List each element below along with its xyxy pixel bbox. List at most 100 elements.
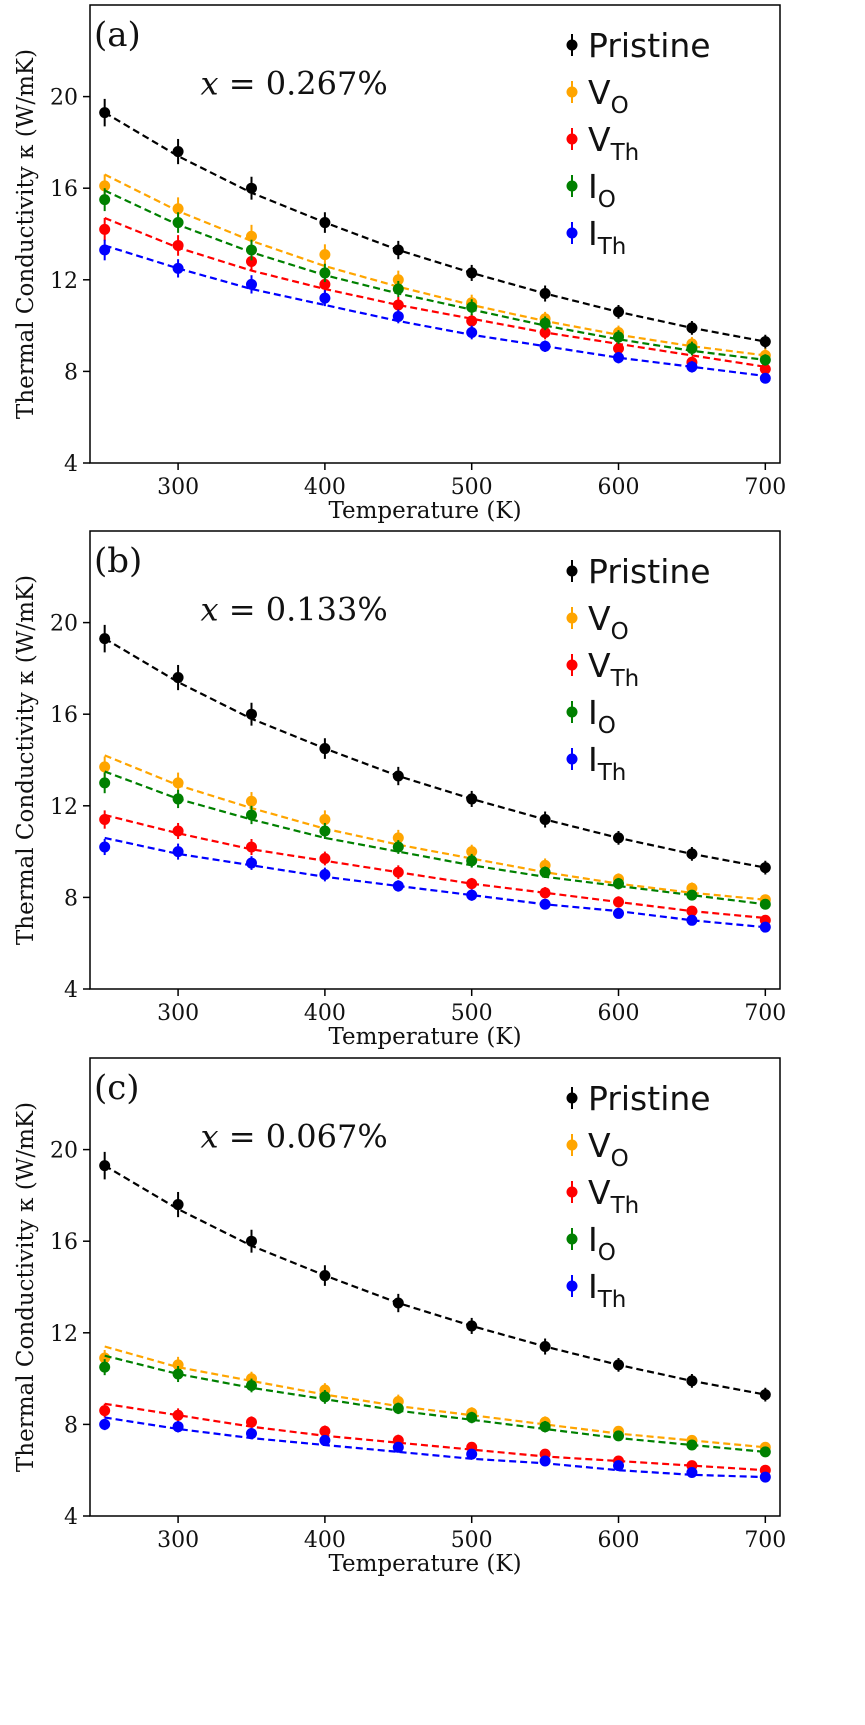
- data-point: [245, 1379, 257, 1391]
- data-point: [759, 862, 771, 874]
- data-point: [759, 354, 771, 366]
- y-tick-label: 16: [50, 177, 78, 202]
- data-point: [392, 310, 404, 322]
- data-point: [319, 825, 331, 837]
- y-tick-label: 20: [50, 1139, 78, 1164]
- data-point: [466, 855, 478, 867]
- data-point: [99, 761, 111, 773]
- legend-label: ITh: [588, 740, 626, 786]
- y-tick-label: 4: [64, 978, 78, 1003]
- chart-panel-1: 300 400 500 600 700 4 8 12 16 20 Temperature (K) Th…: [13, 4, 786, 524]
- legend-marker: [566, 1280, 578, 1292]
- legend-label: Pristine: [588, 1079, 711, 1118]
- fit-line-io: [104, 1354, 766, 1453]
- data-point: [99, 223, 111, 235]
- legend-marker: [566, 1139, 578, 1151]
- series-io: [99, 1354, 771, 1458]
- legend-label-main: V: [588, 73, 611, 112]
- data-point: [539, 814, 551, 826]
- data-point: [613, 331, 625, 343]
- data-point: [539, 898, 551, 910]
- series-ith: [99, 239, 771, 384]
- data-point: [245, 230, 257, 242]
- data-point: [613, 343, 625, 354]
- data-point: [245, 809, 257, 821]
- data-point: [759, 898, 771, 910]
- data-point: [99, 1160, 111, 1172]
- legend-label-main: Pristine: [588, 1079, 711, 1118]
- y-tick-label: 16: [50, 703, 78, 728]
- data-point: [759, 336, 771, 348]
- legend-label-subscript: Th: [610, 1193, 640, 1219]
- fit-line-vth: [104, 813, 766, 920]
- data-point: [613, 896, 625, 908]
- data-point: [466, 315, 478, 327]
- data-point: [245, 857, 257, 869]
- fit-line-pristine: [104, 637, 766, 869]
- data-point: [245, 841, 257, 853]
- legend-label-subscript: O: [611, 1146, 629, 1172]
- annotation-value: = 0.067%: [219, 1117, 388, 1155]
- data-point: [392, 299, 404, 311]
- y-tick-label: 16: [50, 1230, 78, 1255]
- legend-label-main: V: [588, 646, 611, 685]
- data-point: [99, 194, 111, 206]
- data-point: [466, 267, 478, 279]
- data-point: [539, 1455, 551, 1467]
- fit-line-ith: [104, 244, 766, 378]
- data-point: [686, 361, 698, 373]
- data-point: [613, 878, 625, 890]
- data-point: [319, 267, 331, 279]
- x-tick-label: 300: [157, 1001, 199, 1026]
- data-point: [172, 1368, 184, 1380]
- data-point: [245, 795, 257, 807]
- legend-label-main: V: [588, 1173, 611, 1212]
- data-point: [172, 1421, 184, 1433]
- legend-marker: [566, 39, 578, 51]
- data-point: [172, 672, 184, 684]
- data-point: [613, 832, 625, 844]
- legend-marker: [566, 706, 578, 718]
- data-point: [172, 793, 184, 805]
- data-point: [759, 1471, 771, 1483]
- data-point: [466, 846, 478, 858]
- data-point: [613, 306, 625, 318]
- data-point: [466, 1412, 478, 1424]
- legend-label-subscript: Th: [597, 1287, 627, 1313]
- data-point: [319, 1391, 331, 1403]
- y-tick-label: 4: [64, 452, 78, 477]
- data-point: [539, 326, 551, 338]
- data-point: [245, 244, 257, 256]
- fit-line-pristine: [104, 1164, 766, 1396]
- data-point: [759, 1389, 771, 1401]
- x-tick-label: 700: [744, 1001, 786, 1026]
- y-tick-label: 12: [50, 795, 78, 820]
- chart-panel-3: 300 400 500 600 700 4 8 12 16 20 Temperature (K) Th…: [13, 1057, 786, 1577]
- series-vo: [99, 754, 771, 906]
- legend-label: VO: [588, 1126, 629, 1172]
- legend-label: IO: [588, 693, 616, 739]
- legend-label-subscript: Th: [597, 234, 627, 260]
- panel-label: (b): [94, 541, 142, 581]
- data-point: [172, 846, 184, 858]
- concentration-annotation: x = 0.267%: [201, 64, 388, 102]
- legend-label-subscript: Th: [597, 760, 627, 786]
- data-point: [99, 633, 111, 645]
- data-point: [392, 770, 404, 782]
- series-vth: [99, 810, 771, 926]
- legend-label-subscript: O: [598, 713, 616, 739]
- x-tick-label: 300: [157, 1528, 199, 1553]
- panel-label: (a): [94, 15, 141, 55]
- data-point: [392, 274, 404, 286]
- legend-label: Pristine: [588, 552, 711, 591]
- series-io: [99, 770, 771, 910]
- legend-label-main: V: [588, 599, 611, 638]
- data-point: [613, 907, 625, 919]
- legend-marker: [566, 753, 578, 765]
- plot-frame: [89, 530, 781, 990]
- data-point: [245, 255, 257, 267]
- fit-line-pristine: [104, 111, 766, 343]
- data-point: [686, 905, 698, 917]
